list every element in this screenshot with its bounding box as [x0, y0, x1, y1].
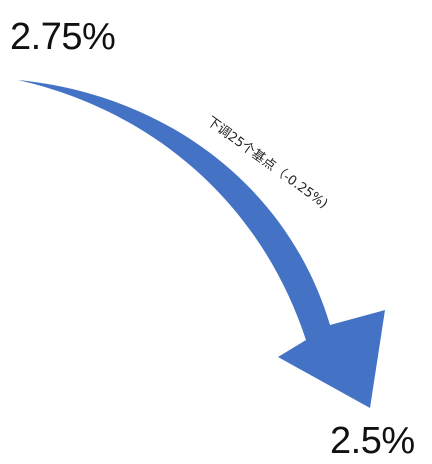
curved-down-arrow-icon [18, 80, 385, 408]
end-rate-label: 2.5% [330, 420, 415, 462]
start-rate-label: 2.75% [10, 16, 116, 58]
